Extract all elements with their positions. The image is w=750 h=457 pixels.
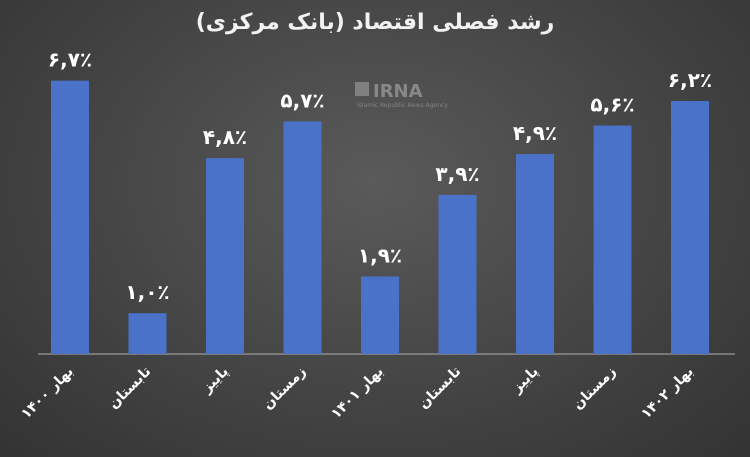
- svg-text:IRNA: IRNA: [373, 81, 423, 102]
- bar: [361, 276, 399, 354]
- bar: [516, 154, 554, 354]
- category-label: زمستان: [570, 364, 619, 413]
- bar: [671, 101, 709, 354]
- data-label: ۳,۹٪: [435, 162, 479, 186]
- bar: [51, 80, 89, 354]
- data-label: ۵,۷٪: [280, 88, 324, 112]
- bar: [128, 313, 167, 354]
- svg-text:Islamic Republic News Agency: Islamic Republic News Agency: [357, 102, 448, 109]
- category-label: تابستان: [106, 364, 155, 413]
- bar: [206, 158, 244, 354]
- bar: [283, 121, 322, 354]
- bar: [593, 125, 632, 355]
- data-label: ۱,۰٪: [125, 280, 169, 304]
- data-label: ۶,۲٪: [668, 68, 712, 92]
- data-label: ۴,۹٪: [513, 121, 557, 145]
- chart-title: رشد فصلی اقتصاد (بانک مرکزی): [195, 10, 555, 35]
- bar: [438, 194, 477, 354]
- category-label: بهار ۱۴۰۰: [18, 364, 77, 423]
- category-label: پاییز: [198, 364, 231, 397]
- data-label: ۵,۶٪: [590, 93, 634, 117]
- data-label: ۱,۹٪: [358, 243, 402, 267]
- irna-logo-watermark: IRNA Islamic Republic News Agency: [355, 81, 448, 109]
- category-label: بهار ۱۴۰۲: [638, 364, 697, 423]
- data-label: ۶,۷٪: [48, 48, 92, 72]
- data-label: ۴,۸٪: [203, 125, 247, 149]
- category-label: زمستان: [260, 364, 309, 413]
- category-label: تابستان: [416, 364, 465, 413]
- category-label: پاییز: [508, 364, 541, 397]
- category-label: بهار ۱۴۰۱: [328, 364, 387, 423]
